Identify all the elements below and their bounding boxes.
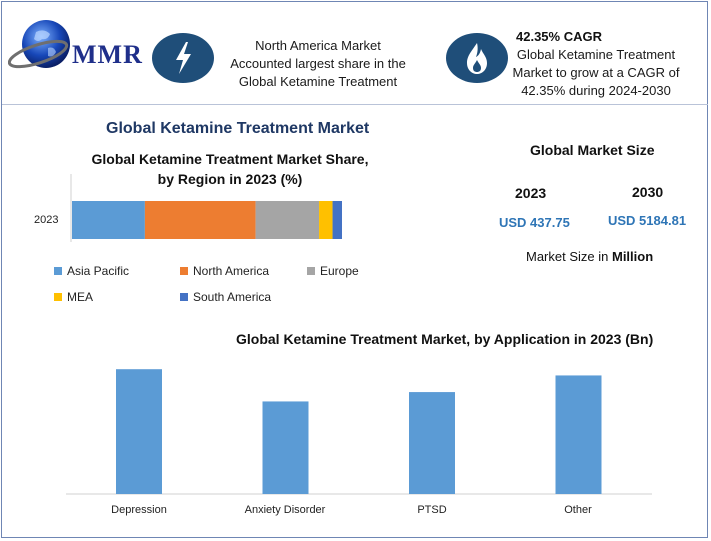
share-segment-europe — [255, 201, 320, 239]
x-label-other: Other — [564, 504, 592, 516]
legend-europe: Europe — [307, 264, 359, 278]
legend-swatch — [54, 293, 62, 301]
share-chart-title: Global Ketamine Treatment Market Share, … — [91, 151, 369, 187]
bar-ptsd — [409, 392, 455, 494]
main-title: Global Ketamine Treatment Market — [106, 120, 370, 137]
application-chart — [66, 369, 652, 495]
market-size-title: Global Market Size — [530, 142, 655, 158]
year-2030-label: 2030 — [632, 184, 664, 200]
year-2023-label: 2023 — [515, 185, 547, 201]
legend-swatch — [180, 267, 188, 275]
share-chart: 2023 — [34, 174, 342, 242]
logo-text: MMR — [72, 40, 143, 69]
legend-mea: MEA — [54, 290, 93, 304]
share-segment-asia-pacific — [72, 201, 145, 239]
legend-south-america: South America — [180, 290, 271, 304]
legend-swatch — [54, 267, 62, 275]
highlight-north-america: North America Market Accounted largest s… — [230, 38, 406, 89]
value-2030: USD 5184.81 — [608, 213, 687, 228]
legend-asia-pacific: Asia Pacific — [54, 264, 129, 278]
lightning-icon — [152, 33, 214, 83]
x-label-anxiety-disorder: Anxiety Disorder — [244, 504, 326, 516]
legend-swatch — [307, 267, 315, 275]
application-chart-title: Global Ketamine Treatment Market, by App… — [236, 331, 654, 347]
header-divider — [2, 104, 708, 105]
legend-swatch — [180, 293, 188, 301]
x-label-ptsd: PTSD — [417, 504, 447, 516]
bar-other — [555, 375, 602, 494]
share-category-label: 2023 — [34, 214, 58, 226]
legend-north-america: North America — [180, 264, 269, 278]
value-2023: USD 437.75 — [499, 215, 570, 230]
x-label-depression: Depression — [111, 504, 167, 516]
share-segment-mea — [319, 201, 333, 239]
bar-depression — [116, 369, 162, 494]
share-segment-south-america — [332, 201, 342, 239]
flame-icon — [446, 33, 508, 83]
bar-anxiety-disorder — [262, 401, 309, 494]
share-segment-north-america — [144, 201, 256, 239]
highlight-cagr: Global Ketamine Treatment Market to grow… — [512, 47, 680, 98]
market-size-unit: Market Size in Million — [526, 249, 654, 264]
cagr-title: 42.35% CAGR — [516, 29, 602, 44]
globe-logo-icon — [7, 14, 78, 74]
